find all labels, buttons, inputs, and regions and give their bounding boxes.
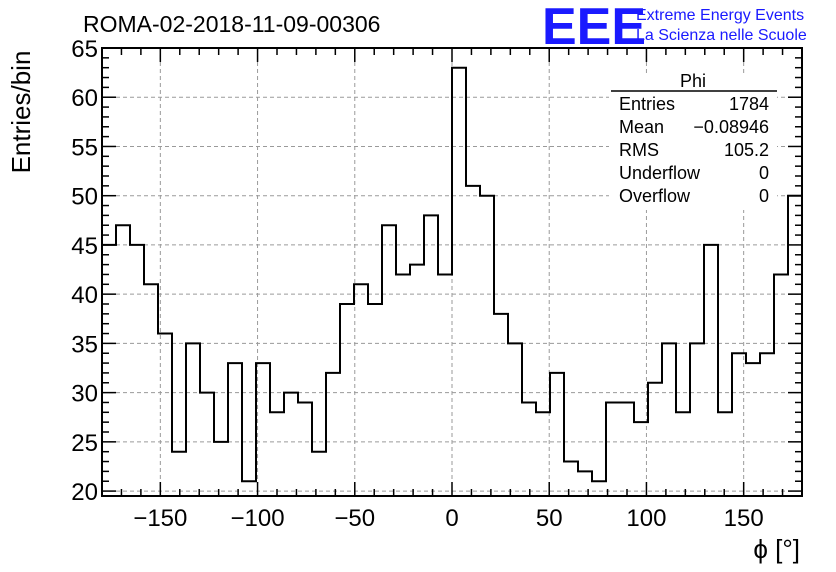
x-axis-title: ϕ [°] (753, 534, 800, 564)
x-tick-label: 100 (626, 505, 666, 532)
stats-entries-value: 1784 (729, 94, 769, 114)
stats-mean-label: Mean (619, 117, 664, 137)
y-tick-label: 30 (71, 381, 98, 408)
y-tick-label: 60 (71, 85, 98, 112)
y-tick-label: 25 (71, 430, 98, 457)
y-tick-label: 20 (71, 479, 98, 506)
stats-rms-value: 105.2 (724, 140, 769, 160)
stats-box-background (609, 76, 777, 210)
y-tick-labels: 20 25 30 35 40 45 50 55 60 65 (71, 36, 98, 506)
histogram-outline (102, 66, 802, 483)
x-tick-label: 0 (445, 505, 458, 532)
stats-mean-value: −0.08946 (693, 117, 769, 137)
x-tick-label: −150 (133, 505, 187, 532)
y-tick-label: 35 (71, 331, 98, 358)
stats-name: Phi (680, 71, 706, 91)
y-axis-title: Entries/bin (6, 51, 36, 174)
x-tick-label: 150 (724, 505, 764, 532)
y-tick-label: 40 (71, 282, 98, 309)
stats-overflow-value: 0 (759, 186, 769, 206)
stats-underflow-value: 0 (759, 163, 769, 183)
x-tick-label: −100 (231, 505, 285, 532)
logo-eee: EEE (542, 0, 646, 56)
y-tick-label: 55 (71, 134, 98, 161)
axis-ticks (101, 47, 803, 496)
stats-box: Phi Entries 1784 Mean −0.08946 RMS 105.2… (609, 71, 777, 210)
y-tick-label: 45 (71, 233, 98, 260)
stats-rms-label: RMS (619, 140, 659, 160)
stats-underflow-label: Underflow (619, 163, 701, 183)
logo-line-1: Extreme Energy Events (636, 7, 804, 24)
y-tick-label: 50 (71, 184, 98, 211)
logo-line-2: La Scienza nelle Scuole (636, 27, 807, 44)
x-tick-label: −50 (334, 505, 375, 532)
x-tick-labels: −150 −100 −50 0 50 100 150 (133, 505, 763, 532)
chart-title: ROMA-02-2018-11-09-00306 (83, 11, 380, 37)
x-tick-label: 50 (536, 505, 563, 532)
logo: EEE Extreme Energy Events La Scienza nel… (542, 0, 807, 56)
stats-entries-label: Entries (619, 94, 675, 114)
stats-overflow-label: Overflow (619, 186, 691, 206)
y-tick-label: 65 (71, 36, 98, 63)
